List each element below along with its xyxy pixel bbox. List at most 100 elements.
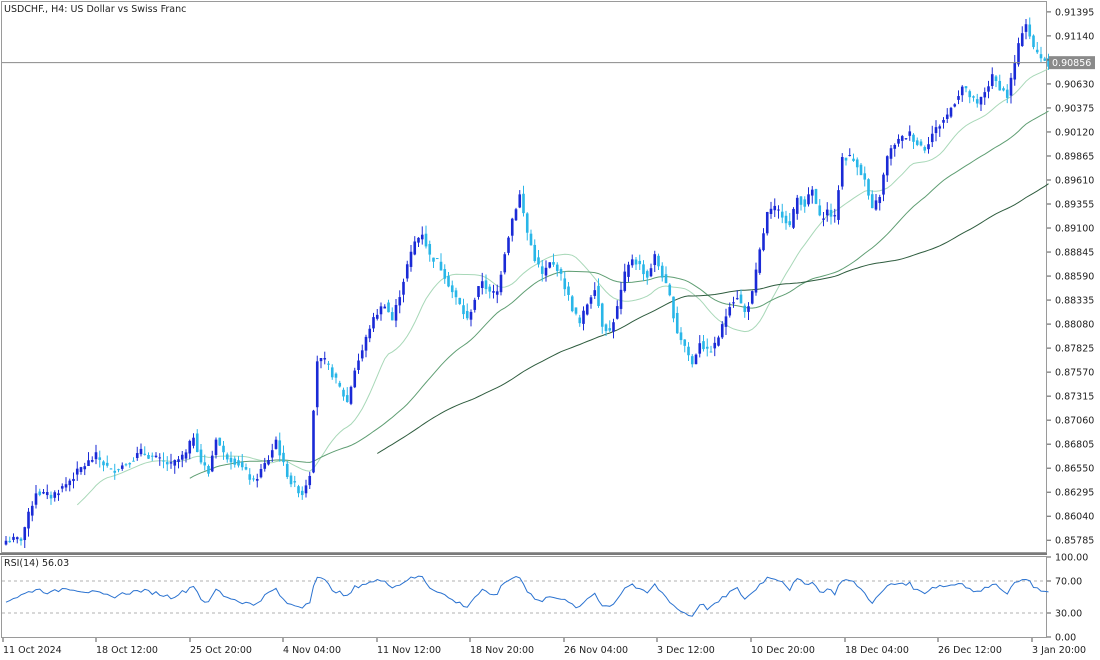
time-tick-label: 3 Jan 20:00 — [1032, 645, 1086, 656]
candle-body — [1032, 35, 1035, 48]
candle — [638, 254, 642, 270]
candle-body — [94, 452, 98, 460]
moving-averages — [76, 68, 1049, 506]
candle-body — [1013, 62, 1017, 80]
candle — [248, 468, 252, 485]
candle-body — [660, 265, 664, 278]
candle — [484, 274, 488, 294]
candle — [98, 450, 102, 468]
candle-body — [807, 194, 810, 205]
candle-body — [1039, 54, 1043, 59]
candle-body — [42, 492, 45, 494]
candle — [315, 355, 319, 416]
candle-body — [143, 453, 147, 455]
candle — [477, 286, 480, 300]
candle — [12, 533, 15, 543]
candle — [852, 153, 855, 162]
rsi-axis[interactable]: 100.00 70.00 30.00 0.00 — [1047, 553, 1088, 644]
candle — [30, 501, 34, 522]
candle-body — [102, 461, 105, 466]
candle — [465, 303, 469, 321]
candle-body — [522, 193, 525, 214]
candle-body — [870, 194, 874, 209]
candle — [402, 278, 405, 303]
candle — [664, 266, 668, 284]
candle — [949, 106, 953, 119]
price-axis[interactable]: 0.913950.911400.908850.906300.903750.901… — [1047, 7, 1094, 547]
candle — [4, 536, 8, 546]
candle — [34, 485, 38, 509]
candle — [165, 456, 169, 472]
candle — [964, 86, 968, 93]
candle-body — [499, 274, 503, 293]
candle-body — [210, 455, 214, 472]
candle-body — [720, 324, 724, 338]
candle — [878, 194, 882, 211]
candle-body — [165, 462, 169, 465]
candle-body — [702, 341, 705, 350]
candle — [124, 463, 128, 467]
candle — [173, 459, 177, 474]
candle — [195, 429, 199, 453]
price-tick-label: 0.90630 — [1055, 79, 1094, 90]
candle-body — [957, 96, 960, 100]
candle — [829, 203, 833, 225]
candle — [672, 296, 675, 323]
candle — [548, 262, 552, 269]
candle — [154, 452, 158, 459]
candle — [983, 87, 987, 105]
candle — [904, 138, 908, 141]
candle — [510, 217, 514, 242]
ma-mid-line — [189, 110, 1049, 479]
candle — [743, 303, 747, 318]
candle-body — [533, 244, 537, 261]
candle-body — [953, 104, 957, 107]
candle-body — [1005, 89, 1009, 98]
ma-fast-line — [76, 68, 1049, 506]
candle-body — [454, 290, 458, 298]
candle — [882, 172, 885, 202]
candle-body — [600, 303, 604, 327]
time-axis[interactable]: 11 Oct 2024 18 Oct 12:00 25 Oct 20:00 4 Nov… — [2, 638, 1086, 656]
candle — [87, 452, 90, 467]
candle-body — [694, 354, 698, 365]
candle — [405, 260, 409, 282]
candle — [349, 385, 353, 406]
candle — [1039, 46, 1043, 62]
candle — [495, 284, 499, 304]
candle-body — [803, 199, 807, 207]
candle — [23, 526, 27, 548]
candle — [1035, 42, 1039, 54]
candle — [788, 213, 792, 228]
candle — [469, 309, 473, 327]
candle — [769, 201, 773, 219]
candle — [612, 318, 615, 339]
candle — [953, 103, 957, 108]
candle-body — [788, 221, 792, 226]
candle-body — [492, 291, 495, 293]
candle — [795, 194, 799, 220]
candle — [1017, 37, 1020, 67]
price-tick-label: 0.85785 — [1055, 536, 1094, 547]
candle-body — [484, 280, 488, 290]
candle-body — [867, 179, 870, 196]
candle — [240, 453, 244, 471]
candle — [79, 466, 83, 475]
candle — [177, 455, 180, 469]
candle-body — [297, 486, 300, 494]
candle-body — [942, 119, 945, 123]
candle-body — [672, 296, 675, 319]
candle-body — [38, 491, 42, 495]
candle — [428, 240, 432, 262]
candle-body — [338, 382, 342, 387]
candle-body — [240, 462, 244, 468]
candle-body — [630, 259, 634, 266]
candle — [308, 471, 312, 490]
candle-body — [934, 127, 938, 134]
candle-body — [683, 339, 687, 346]
candle — [503, 252, 507, 275]
time-tick-label: 18 Nov 20:00 — [470, 645, 534, 656]
candle-body — [1043, 58, 1047, 61]
candle — [439, 253, 443, 271]
candle — [120, 462, 124, 471]
